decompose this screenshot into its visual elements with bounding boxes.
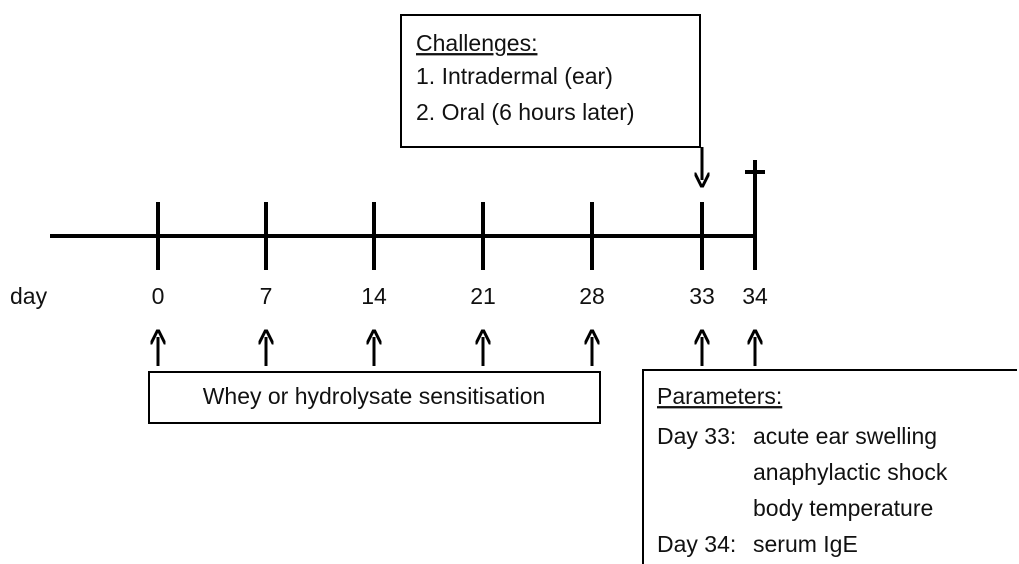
parameters-title: Parameters: [657, 383, 782, 409]
parameter-day: Day 34: [657, 531, 736, 557]
parameter-item: acute ear swelling [753, 423, 937, 449]
dagger [745, 160, 765, 202]
day-label: 34 [742, 283, 768, 309]
parameter-item: serum IgE [753, 531, 858, 557]
axis-label: day [10, 283, 48, 309]
challenge-item: 2. Oral (6 hours later) [416, 99, 635, 125]
day-label: 21 [470, 283, 496, 309]
day-label: 14 [361, 283, 387, 309]
challenges-box [400, 14, 701, 148]
parameter-item: body temperature [753, 495, 933, 521]
sensitisation-box [148, 371, 601, 424]
challenge-item: 1. Intradermal (ear) [416, 63, 613, 89]
parameter-day: Day 33: [657, 423, 736, 449]
sensitisation-label: Whey or hydrolysate sensitisation [203, 383, 546, 409]
parameters-box [642, 369, 1017, 564]
day-label: 0 [152, 283, 165, 309]
day-label: 33 [689, 283, 715, 309]
parameters-list: Day 33: acute ear swelling anaphylactic sh… [657, 423, 948, 557]
day-label: 7 [260, 283, 273, 309]
challenges-title: Challenges: [416, 30, 537, 56]
parameter-item: anaphylactic shock [753, 459, 948, 485]
day-label: 28 [579, 283, 605, 309]
